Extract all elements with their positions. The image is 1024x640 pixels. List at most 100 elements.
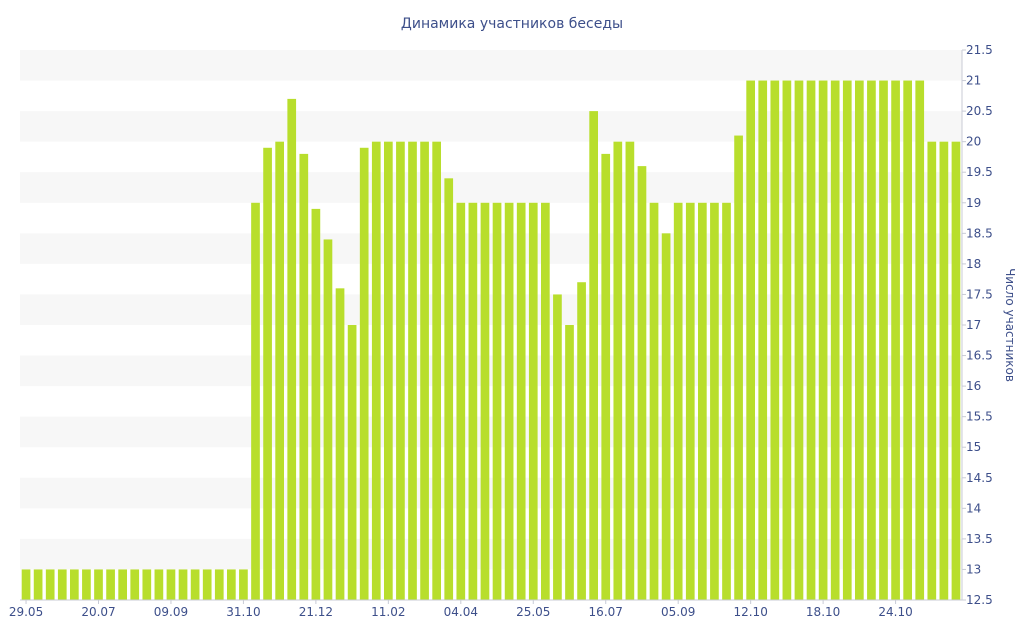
x-tick-label: 05.09: [661, 605, 695, 619]
y-tick-label: 17.5: [966, 287, 993, 301]
bar: [951, 141, 961, 600]
y-tick-label: 14: [966, 501, 981, 515]
bar: [637, 166, 647, 600]
bar: [456, 202, 466, 600]
bar: [661, 233, 671, 601]
bar: [710, 202, 719, 600]
bar: [613, 141, 623, 600]
grid-band: [20, 294, 962, 325]
x-tick-label: 11.02: [371, 605, 405, 619]
bar: [251, 202, 260, 600]
bar: [371, 141, 381, 600]
x-tick-label: 04.04: [444, 605, 478, 619]
y-tick-label: 12.5: [966, 593, 993, 607]
y-tick-label: 16.5: [966, 349, 993, 363]
grid-band: [20, 172, 962, 203]
x-tick-label: 25.05: [516, 605, 550, 619]
bar: [734, 135, 743, 601]
bar: [649, 202, 659, 600]
x-tick-label: 09.09: [154, 605, 188, 619]
bar: [154, 569, 164, 600]
y-tick-label: 19.5: [966, 165, 993, 179]
chart-title: Динамика участников беседы: [401, 16, 623, 32]
bar: [915, 80, 925, 601]
bar: [806, 80, 816, 601]
y-tick-label: 15.5: [966, 410, 993, 424]
x-tick-label: 12.10: [733, 605, 767, 619]
bar: [214, 569, 224, 600]
bar: [504, 202, 514, 600]
y-tick-label: 21: [966, 74, 981, 88]
bar: [722, 202, 731, 600]
bar: [673, 202, 683, 600]
background-bands: [20, 50, 962, 570]
y-tick-label: 16: [966, 379, 981, 393]
bar: [444, 178, 454, 601]
bars: [21, 80, 961, 601]
bar: [685, 202, 695, 600]
x-tick-label: 31.10: [226, 605, 260, 619]
bar: [758, 80, 768, 601]
bar: [166, 569, 176, 600]
y-tick-label: 18.5: [966, 226, 993, 240]
bar: [625, 141, 635, 600]
bar: [879, 80, 888, 601]
bar: [323, 239, 333, 600]
bar: [432, 141, 442, 600]
bar: [746, 80, 756, 601]
x-axis-ticks: 29.05 20.07 09.09 31.10 21.12 11.02 04.04 25.05…: [9, 599, 962, 619]
bar: [516, 202, 526, 600]
bar: [854, 80, 864, 601]
bar: [239, 569, 248, 600]
bar: [396, 141, 405, 600]
grid-band: [20, 50, 962, 81]
x-tick-label: 18.10: [806, 605, 840, 619]
bar: [577, 282, 586, 600]
bar: [299, 153, 309, 600]
bar: [287, 98, 297, 600]
bar: [359, 147, 369, 600]
y-axis-label: Число участников: [1003, 268, 1017, 382]
grid-band: [20, 477, 962, 509]
bar: [528, 202, 538, 600]
bar: [601, 153, 611, 600]
x-tick-label: 29.05: [9, 605, 43, 619]
grid-band: [20, 538, 962, 570]
y-tick-label: 19: [966, 196, 981, 210]
bar: [226, 569, 236, 600]
bar: [118, 569, 128, 600]
bar: [540, 202, 550, 600]
y-tick-label: 13.5: [966, 532, 993, 546]
bar: [142, 569, 152, 600]
y-tick-label: 15: [966, 440, 981, 454]
grid-band: [20, 111, 962, 142]
bar: [190, 569, 200, 600]
y-tick-label: 14.5: [966, 471, 993, 485]
bar: [383, 141, 393, 600]
bar: [891, 80, 900, 601]
grid-band: [20, 416, 962, 448]
bar: [202, 569, 212, 600]
bar: [311, 208, 321, 600]
x-tick-label: 24.10: [878, 605, 912, 619]
bar: [782, 80, 792, 601]
bar: [480, 202, 490, 600]
bar: [553, 294, 562, 600]
bar: [21, 569, 31, 600]
grid-band: [20, 233, 962, 264]
bar: [130, 569, 140, 600]
x-tick-label: 20.07: [81, 605, 115, 619]
bar: [867, 80, 876, 601]
bar: [335, 288, 345, 600]
bar: [565, 325, 574, 600]
bar: [178, 569, 188, 600]
grid-band: [20, 355, 962, 387]
bar: [794, 80, 804, 601]
bar: [347, 325, 357, 600]
y-tick-label: 18: [966, 257, 981, 271]
bar: [697, 202, 707, 600]
bar: [492, 202, 502, 600]
y-tick-label: 21.5: [966, 43, 993, 57]
bar: [842, 80, 852, 601]
